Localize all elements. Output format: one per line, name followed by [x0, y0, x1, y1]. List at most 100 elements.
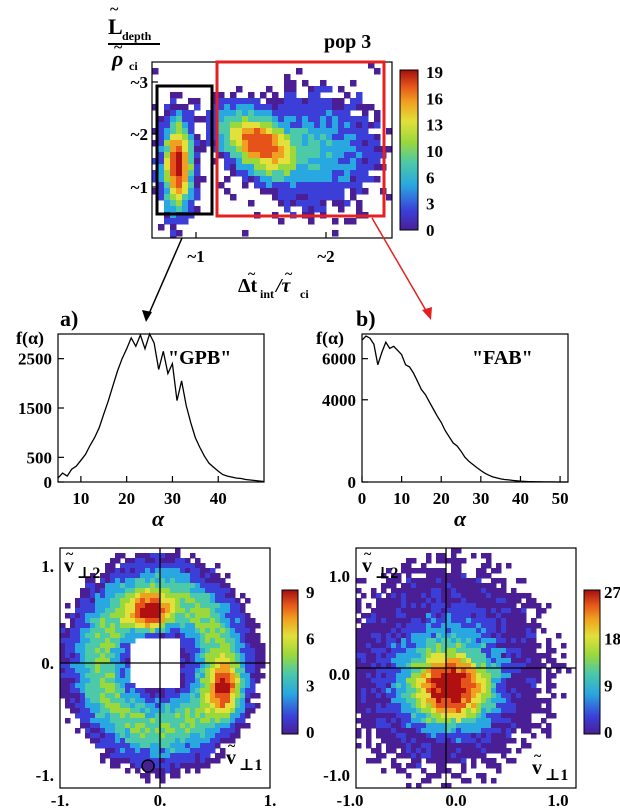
heatmap-cell	[230, 588, 236, 594]
heatmap-cell	[361, 683, 367, 689]
heatmap-cell	[456, 703, 462, 709]
heatmap-cell	[516, 713, 522, 719]
heatmap-cell	[236, 134, 243, 141]
heatmap-cell	[461, 618, 467, 624]
heatmap-cell	[150, 723, 156, 729]
heatmap-cell	[471, 588, 477, 594]
heatmap-cell	[391, 728, 397, 734]
heatmap-cell	[541, 698, 547, 704]
heatmap-cell	[230, 688, 236, 694]
heatmap-cell	[176, 200, 183, 207]
heatmap-cell	[115, 558, 121, 564]
heatmap-cell	[501, 633, 507, 639]
heatmap-cell	[416, 693, 422, 699]
heatmap-cell	[175, 688, 181, 694]
heatmap-cell	[175, 628, 181, 634]
heatmap-cell	[245, 663, 251, 669]
heatmap-cell	[75, 608, 81, 614]
heatmap-cell	[180, 658, 186, 664]
heatmap-cell	[150, 583, 156, 589]
heatmap-cell	[396, 608, 402, 614]
heatmap-cell	[496, 703, 502, 709]
heatmap-cell	[95, 608, 101, 614]
heatmap-cell	[90, 603, 96, 609]
heatmap-cell	[210, 668, 216, 674]
heatmap-cell	[130, 728, 136, 734]
heatmap-cell	[511, 653, 517, 659]
heatmap-cell	[314, 170, 321, 177]
heatmap-cell	[176, 110, 183, 117]
heatmap-cell	[491, 603, 497, 609]
heatmap-cell	[155, 583, 161, 589]
heatmap-cell	[230, 728, 236, 734]
heatmap-cell	[471, 708, 477, 714]
heatmap-cell	[486, 683, 492, 689]
heatmap-cell	[531, 618, 537, 624]
heatmap-cell	[110, 728, 116, 734]
heatmap-cell	[501, 658, 507, 664]
heatmap-cell	[320, 158, 327, 165]
heatmap-cell	[376, 743, 382, 749]
heatmap-cell	[491, 678, 497, 684]
heatmap-cell	[431, 758, 437, 764]
heatmap-cell	[338, 134, 345, 141]
heatmap-cell	[451, 603, 457, 609]
heatmap-cell	[200, 568, 206, 574]
heatmap-cell	[446, 718, 452, 724]
heatmap-cell	[75, 603, 81, 609]
heatmap-cell	[210, 688, 216, 694]
heatmap-cell	[100, 608, 106, 614]
heatmap-cell	[481, 658, 487, 664]
heatmap-cell	[436, 628, 442, 634]
heatmap-cell	[125, 738, 131, 744]
heatmap-cell	[308, 200, 315, 207]
heatmap-cell	[85, 703, 91, 709]
heatmap-cell	[481, 553, 487, 559]
heatmap-cell	[80, 643, 86, 649]
heatmap-cell	[290, 158, 297, 165]
heatmap-cell	[155, 713, 161, 719]
heatmap-cell	[195, 598, 201, 604]
heatmap-cell	[531, 653, 537, 659]
heatmap-cell	[476, 753, 482, 759]
heatmap-cell	[302, 128, 309, 135]
heatmap-cell	[110, 608, 116, 614]
heatmap-cell	[125, 673, 131, 679]
heatmap-cell	[195, 588, 201, 594]
heatmap-cell	[150, 573, 156, 579]
heatmap-cell	[446, 683, 452, 689]
heatmap-cell	[235, 723, 241, 729]
heatmap-cell	[110, 598, 116, 604]
heatmap-cell	[90, 703, 96, 709]
heatmap-cell	[362, 122, 369, 129]
heatmap-cell	[391, 683, 397, 689]
heatmap-cell	[338, 116, 345, 123]
heatmap-cell	[145, 558, 151, 564]
heatmap-cell	[436, 773, 442, 779]
heatmap-cell	[374, 68, 381, 75]
heatmap-cell	[546, 708, 552, 714]
heatmap-cell	[80, 718, 86, 724]
heatmap-cell	[471, 673, 477, 679]
x-tick-label: 30	[164, 489, 181, 508]
heatmap-cell	[164, 200, 171, 207]
heatmap-cell	[254, 176, 261, 183]
heatmap-cell	[140, 633, 146, 639]
heatmap-cell	[182, 194, 189, 201]
heatmap-cell	[120, 603, 126, 609]
heatmap-cell	[120, 643, 126, 649]
heatmap-cell	[516, 608, 522, 614]
heatmap-cell	[366, 673, 372, 679]
heatmap-cell	[526, 723, 532, 729]
heatmap-cell	[350, 140, 357, 147]
heatmap-cell	[190, 618, 196, 624]
heatmap-cell	[240, 628, 246, 634]
heatmap-cell	[135, 633, 141, 639]
heatmap-cell	[185, 563, 191, 569]
heatmap-cell	[150, 598, 156, 604]
heatmap-cell	[75, 668, 81, 674]
heatmap-cell	[521, 678, 527, 684]
top-xlabel-sub: int	[260, 287, 274, 301]
heatmap-cell	[60, 648, 66, 654]
